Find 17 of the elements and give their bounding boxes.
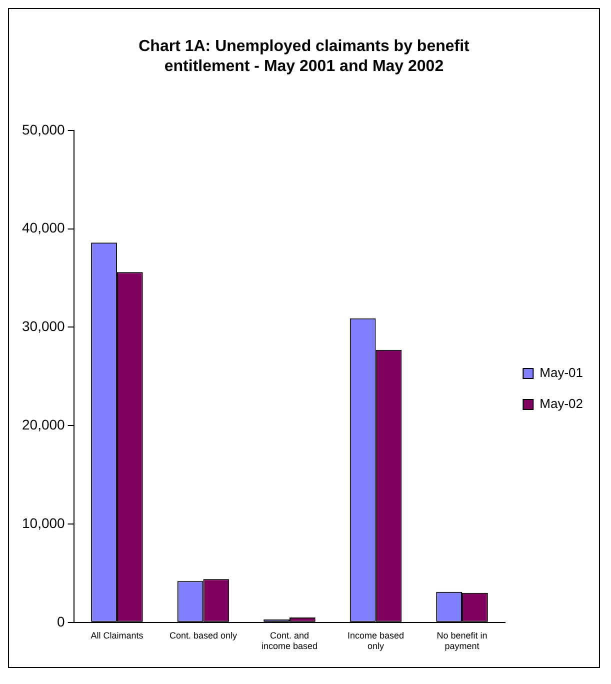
category-label: All Claimants — [90, 630, 144, 640]
y-tick-label: 40,000 — [22, 220, 66, 236]
category-label: only — [367, 641, 384, 652]
category-label: income based — [261, 641, 318, 652]
y-tick-label: 20,000 — [22, 416, 66, 432]
y-tick-label: 0 — [57, 613, 66, 630]
legend-label: May-02 — [540, 396, 584, 412]
category-label: Cont. based only — [169, 630, 237, 640]
y-tick-label: 50,000 — [22, 121, 66, 138]
category-label: Income based — [347, 630, 404, 640]
legend-label: May-01 — [540, 365, 584, 380]
chart-title: Chart 1A: Unemployed claimants by benefit entitlement - May 2001 and May 2002 — [138, 37, 470, 77]
category-label: No benefit in — [436, 630, 488, 640]
category-label: payment — [444, 641, 480, 652]
y-tick-label: 30,000 — [22, 318, 66, 334]
y-tick-label: 10,000 — [22, 514, 66, 531]
category-label: Cont. and — [270, 630, 309, 640]
